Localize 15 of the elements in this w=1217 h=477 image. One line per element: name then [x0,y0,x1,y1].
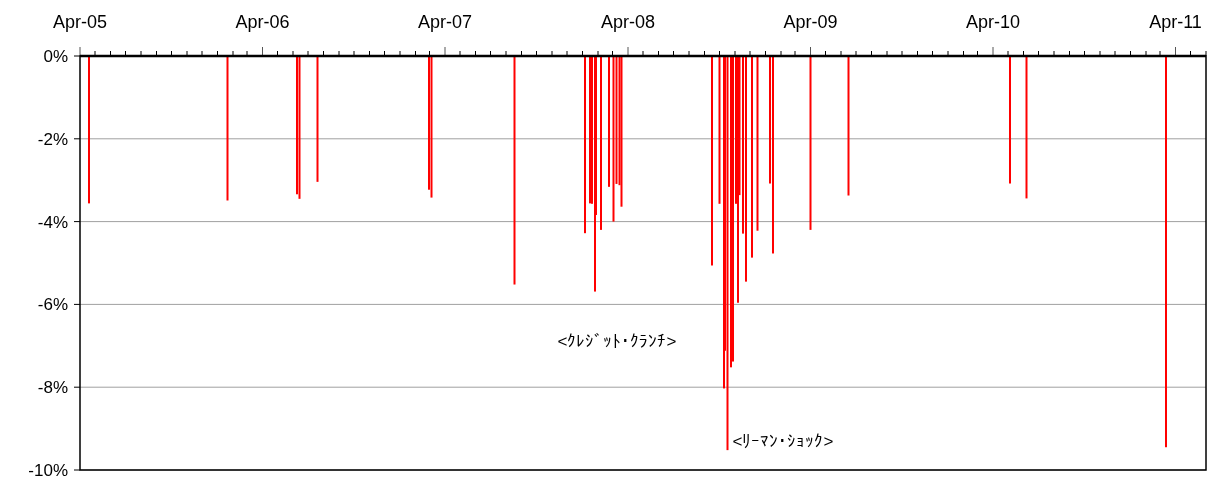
x-tick-label: Apr-09 [783,12,838,32]
x-tick-label: Apr-07 [417,12,473,32]
annotation: <ｸﾚｼﾞｯﾄ･ｸﾗﾝﾁ> [557,332,677,351]
x-tick-label: Apr-08 [600,12,656,32]
annotation: <ﾘｰﾏﾝ･ｼｮｯｸ> [732,432,834,452]
y-tick-label: -10% [28,461,68,477]
y-tick-label: -6% [37,295,68,315]
x-tick-label: Apr-11 [1149,12,1202,32]
y-tick-label: 0% [43,47,68,66]
x-tick-label: Apr-05 [52,12,108,32]
y-tick-label: -4% [37,212,68,232]
x-tick-label: Apr-10 [965,12,1021,32]
y-tick-label: -2% [37,129,68,149]
y-tick-label: -8% [37,378,68,398]
x-tick-label: Apr-06 [235,12,290,32]
